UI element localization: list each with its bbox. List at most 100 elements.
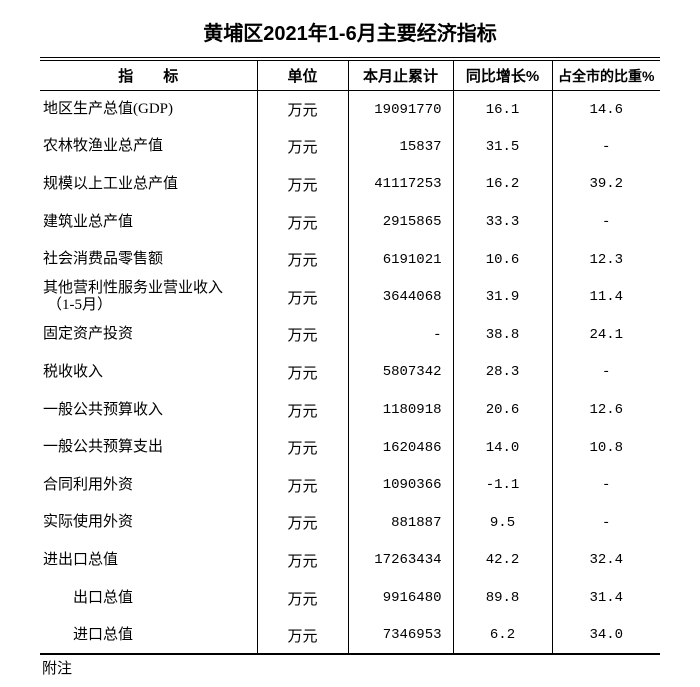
indicator-name: 合同利用外资: [43, 476, 134, 493]
cumulative-value-cell: -: [348, 316, 454, 354]
yoy-growth-cell: 6.2: [453, 616, 553, 655]
indicator-period-note: （1-5月）: [47, 297, 112, 314]
city-share-cell: -: [602, 364, 611, 381]
cumulative-value-cell: 19091770: [348, 90, 454, 129]
column-header-yoy-growth: 同比增长%: [453, 59, 553, 91]
indicator-name: 农林牧渔业总产值: [43, 138, 164, 155]
city-share-cell: 39.2: [589, 176, 624, 193]
indicator-name: 社会消费品零售额: [43, 251, 164, 268]
unit-cell: 万元: [257, 428, 349, 467]
unit-cell: 万元: [257, 616, 349, 655]
table-row: 其他营利性服务业营业收入 （1-5月） 万元 3644068 31.9 11.4: [40, 278, 660, 317]
city-share-cell: 14.6: [589, 101, 624, 118]
indicator-name: 进口总值: [73, 626, 134, 643]
cumulative-value-cell: 15837: [348, 128, 454, 166]
table-row: 合同利用外资 万元 1090366 -1.1 -: [40, 466, 660, 505]
indicator-cell: 进出口总值: [40, 541, 258, 580]
city-share-cell: 10.8: [589, 439, 624, 456]
yoy-growth-cell: -1.1: [453, 466, 553, 505]
yoy-growth-cell: 31.9: [453, 278, 553, 317]
indicator-cell: 规模以上工业总产值: [40, 165, 258, 204]
indicator-name: 地区生产总值(GDP): [43, 101, 173, 118]
economic-indicators-table: 指 标 单位 本月止累计 同比增长% 占全市的比重% 地区生产总值(GDP) 万…: [40, 57, 660, 656]
unit-cell: 万元: [257, 391, 349, 429]
indicator-cell: 合同利用外资: [40, 466, 258, 505]
city-share-cell: -: [602, 514, 611, 531]
yoy-growth-cell: 16.1: [453, 90, 553, 129]
city-share-cell: 31.4: [589, 590, 624, 607]
table-body: 地区生产总值(GDP) 万元 19091770 16.1 14.6 农林牧渔业总…: [40, 90, 660, 655]
unit-cell: 万元: [257, 128, 349, 166]
header-row: 指 标 单位 本月止累计 同比增长% 占全市的比重%: [40, 59, 660, 91]
table-row: 农林牧渔业总产值 万元 15837 31.5 -: [40, 128, 660, 166]
yoy-growth-cell: 20.6: [453, 391, 553, 429]
yoy-growth-cell: 9.5: [453, 504, 553, 542]
yoy-growth-cell: 28.3: [453, 353, 553, 392]
unit-cell: 万元: [257, 90, 349, 129]
cumulative-value-cell: 5807342: [348, 353, 454, 392]
column-header-indicator: 指 标: [40, 59, 258, 91]
cumulative-value-cell: 1620486: [348, 428, 454, 467]
table-row: 一般公共预算支出 万元 1620486 14.0 10.8: [40, 428, 660, 467]
indicator-name: 一般公共预算支出: [43, 439, 164, 456]
unit-cell: 万元: [257, 504, 349, 542]
unit-cell: 万元: [257, 353, 349, 392]
unit-cell: 万元: [257, 240, 349, 279]
indicator-cell: 建筑业总产值: [40, 203, 258, 241]
indicator-cell: 税收收入: [40, 353, 258, 392]
page-title: 黄埔区2021年1-6月主要经济指标: [203, 23, 497, 45]
column-header-city-share: 占全市的比重%: [552, 59, 660, 91]
indicator-name: 进出口总值: [43, 551, 119, 568]
cumulative-value-cell: 41117253: [348, 165, 454, 204]
unit-cell: 万元: [257, 203, 349, 241]
cumulative-value-cell: 7346953: [348, 616, 454, 655]
yoy-growth-cell: 42.2: [453, 541, 553, 580]
column-header-cumulative: 本月止累计: [348, 59, 454, 91]
indicator-name: 其他营利性服务业营业收入: [43, 280, 224, 297]
footnote: 附注: [42, 661, 73, 678]
indicator-name: 一般公共预算收入: [43, 401, 164, 418]
cumulative-value-cell: 881887: [348, 504, 454, 542]
cumulative-value-cell: 1090366: [348, 466, 454, 505]
indicator-cell: 其他营利性服务业营业收入 （1-5月）: [40, 278, 258, 317]
unit-cell: 万元: [257, 579, 349, 617]
cumulative-value-cell: 3644068: [348, 278, 454, 317]
city-share-cell: 32.4: [589, 552, 624, 569]
indicator-name: 建筑业总产值: [43, 213, 134, 230]
indicator-cell: 农林牧渔业总产值: [40, 128, 258, 166]
yoy-growth-cell: 38.8: [453, 316, 553, 354]
cumulative-value-cell: 2915865: [348, 203, 454, 241]
unit-cell: 万元: [257, 316, 349, 354]
table-row: 实际使用外资 万元 881887 9.5 -: [40, 504, 660, 542]
indicator-name: 税收收入: [43, 363, 104, 380]
city-share-cell: 12.3: [589, 251, 624, 268]
unit-cell: 万元: [257, 165, 349, 204]
table-row: 固定资产投资 万元 - 38.8 24.1: [40, 316, 660, 354]
indicator-name: 出口总值: [73, 589, 134, 606]
indicator-cell: 一般公共预算收入: [40, 391, 258, 429]
indicator-cell: 固定资产投资: [40, 316, 258, 354]
column-header-unit: 单位: [257, 59, 349, 91]
indicator-cell: 进口总值: [40, 616, 258, 655]
cumulative-value-cell: 17263434: [348, 541, 454, 580]
indicator-cell: 出口总值: [40, 579, 258, 617]
cumulative-value-cell: 1180918: [348, 391, 454, 429]
yoy-growth-cell: 14.0: [453, 428, 553, 467]
indicator-name: 规模以上工业总产值: [43, 175, 179, 192]
unit-cell: 万元: [257, 541, 349, 580]
yoy-growth-cell: 33.3: [453, 203, 553, 241]
yoy-growth-cell: 10.6: [453, 240, 553, 279]
city-share-cell: 24.1: [589, 326, 624, 343]
city-share-cell: 34.0: [589, 627, 624, 644]
yoy-growth-cell: 16.2: [453, 165, 553, 204]
table-row: 出口总值 万元 9916480 89.8 31.4: [40, 579, 660, 617]
table-row: 一般公共预算收入 万元 1180918 20.6 12.6: [40, 391, 660, 429]
table-row: 建筑业总产值 万元 2915865 33.3 -: [40, 203, 660, 241]
indicator-cell: 地区生产总值(GDP): [40, 90, 258, 129]
indicator-cell: 一般公共预算支出: [40, 428, 258, 467]
indicator-cell: 实际使用外资: [40, 504, 258, 542]
city-share-cell: 11.4: [589, 289, 624, 306]
cumulative-value-cell: 9916480: [348, 579, 454, 617]
table-row: 税收收入 万元 5807342 28.3 -: [40, 353, 660, 392]
